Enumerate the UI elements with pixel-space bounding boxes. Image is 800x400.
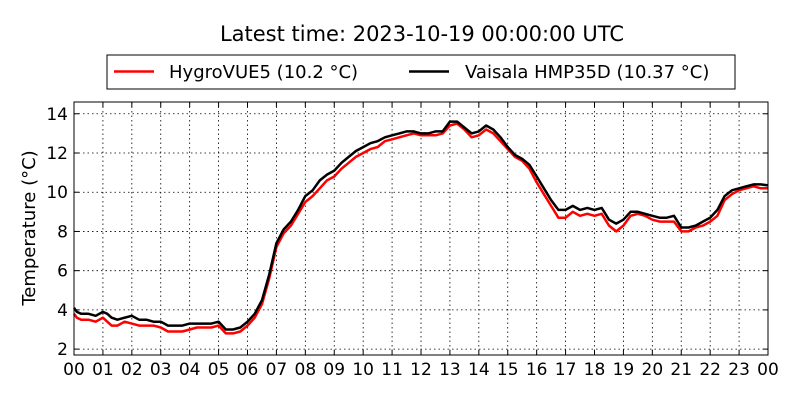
x-tick-label: 20 [642,360,664,380]
grid [74,102,768,355]
x-tick-label: 04 [179,360,201,380]
x-tick-label: 23 [728,360,750,380]
x-tick-label: 11 [381,360,403,380]
ticks [73,102,769,355]
y-tick-label: 2 [57,340,68,360]
x-tick-label: 13 [439,360,461,380]
y-tick-label: 10 [46,183,68,203]
legend-label-hygrovue5: HygroVUE5 (10.2 °C) [169,62,358,83]
x-tick-label: 08 [295,360,317,380]
x-tick-label: 16 [526,360,548,380]
x-tick-label: 19 [613,360,635,380]
y-tick-label: 14 [46,105,68,125]
x-tick-label: 21 [670,360,692,380]
x-tick-label: 06 [237,360,259,380]
chart-title: Latest time: 2023-10-19 00:00:00 UTC [220,22,624,46]
legend-label-vaisala: Vaisala HMP35D (10.37 °C) [465,62,709,83]
x-tick-label: 05 [208,360,230,380]
x-tick-label: 00 [63,360,85,380]
x-tick-label: 07 [266,360,288,380]
y-axis-label: Temperature (°C) [19,150,40,306]
x-tick-label: 02 [121,360,143,380]
x-tick-label: 22 [699,360,721,380]
series-line-hygrovue5 [72,122,768,335]
x-tick-label: 12 [410,360,432,380]
x-tick-label: 17 [555,360,577,380]
x-tick-label: 00 [757,360,779,380]
x-tick-labels: 00 01 02 03 04 05 06 07 08 09 10 11 12 13 14 15 16 17 18 19… [63,360,779,380]
x-tick-label: 03 [150,360,172,380]
x-tick-label: 01 [92,360,114,380]
x-tick-label: 10 [352,360,374,380]
x-tick-label: 18 [584,360,606,380]
x-tick-label: 14 [468,360,490,380]
y-tick-label: 8 [57,222,68,242]
y-tick-label: 6 [57,262,68,282]
y-tick-labels: 2 4 6 8 10 12 14 [46,105,68,360]
series-layer [72,120,769,335]
legend: HygroVUE5 (10.2 °C) Vaisala HMP35D (10.3… [106,54,736,90]
x-tick-label: 15 [497,360,519,380]
y-tick-label: 12 [46,144,68,164]
series-line-vaisala [72,120,769,331]
x-tick-label: 09 [323,360,345,380]
y-tick-label: 4 [57,301,68,321]
